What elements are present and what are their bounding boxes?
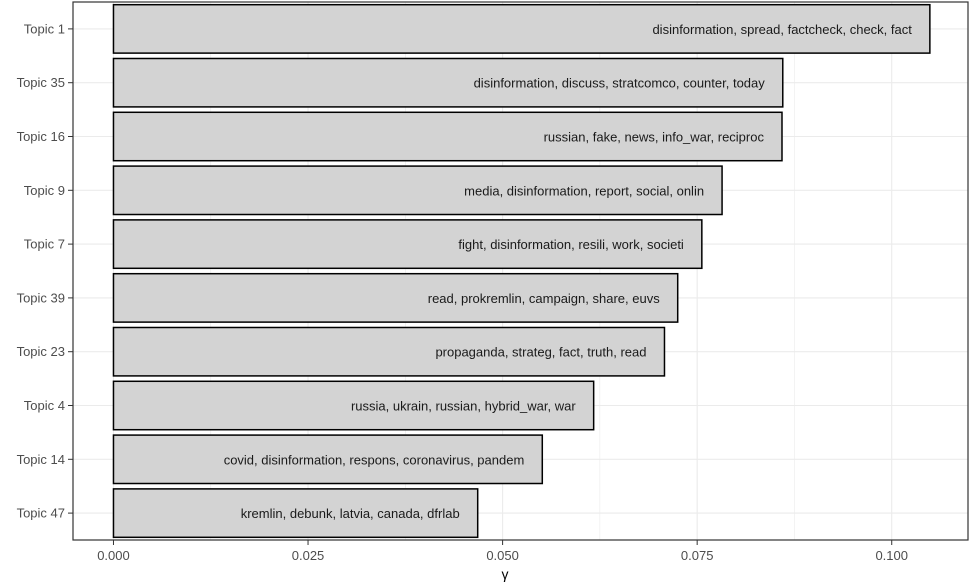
bar-label: fight, disinformation, resili, work, soc… (458, 237, 684, 252)
y-tick-label: Topic 35 (17, 75, 65, 90)
y-tick-label: Topic 7 (24, 237, 65, 252)
bar-label: propaganda, strateg, fact, truth, read (435, 345, 646, 360)
bar (112, 326, 666, 377)
x-tick-label: 0.050 (486, 548, 519, 563)
bar (112, 434, 544, 485)
y-tick-label: Topic 14 (17, 452, 65, 467)
y-tick-label: Topic 39 (17, 290, 65, 305)
bar (112, 3, 931, 54)
bar-label: read, prokremlin, campaign, share, euvs (428, 291, 660, 306)
bar-label: disinformation, discuss, stratcomco, cou… (474, 76, 766, 91)
bar (112, 380, 595, 431)
y-tick-label: Topic 9 (24, 183, 65, 198)
x-tick-label: 0.075 (681, 548, 714, 563)
bar (112, 219, 703, 270)
y-tick-label: Topic 47 (17, 506, 65, 521)
x-axis-title: γ (502, 566, 509, 582)
bar-label: russia, ukrain, russian, hybrid_war, war (351, 399, 576, 414)
y-tick-label: Topic 4 (24, 398, 65, 413)
x-tick-label: 0.000 (97, 548, 130, 563)
bar (112, 57, 784, 108)
bar-label: kremlin, debunk, latvia, canada, dfrlab (241, 506, 460, 521)
bar-label: russian, fake, news, info_war, reciproc (544, 130, 765, 145)
x-tick-label: 0.025 (292, 548, 325, 563)
bar-labels: disinformation, spread, factcheck, check… (224, 22, 913, 521)
bar (112, 111, 783, 162)
x-tick-label: 0.100 (875, 548, 908, 563)
bar-label: covid, disinformation, respons, coronavi… (224, 452, 525, 467)
panel-border (72, 1, 969, 541)
bars (112, 3, 931, 539)
y-tick-label: Topic 16 (17, 129, 65, 144)
y-tick-label: Topic 23 (17, 344, 65, 359)
bar (112, 272, 679, 323)
bar-label: media, disinformation, report, social, o… (464, 183, 704, 198)
axes: Topic 1 Topic 35 Topic 16 Topic 9 Topic 7 Top… (17, 1, 969, 563)
y-tick-label: Topic 1 (24, 21, 65, 36)
bar-label: disinformation, spread, factcheck, check… (652, 22, 912, 37)
bar (112, 488, 479, 539)
bar (112, 165, 723, 216)
